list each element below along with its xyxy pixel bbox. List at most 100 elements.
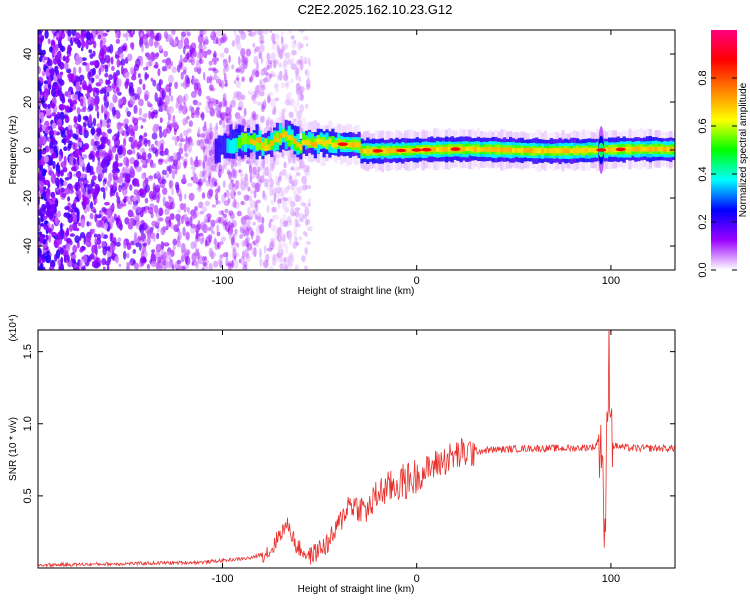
spectrogram-cell xyxy=(177,94,184,105)
spectrogram-cell xyxy=(154,61,159,69)
spectrogram-band-cell xyxy=(275,132,280,141)
spectrogram-cell xyxy=(245,253,250,259)
spectrogram-cell xyxy=(262,259,269,269)
spectrogram-cell xyxy=(203,50,208,59)
spectrogram-cell xyxy=(218,241,224,246)
spectrogram-cell xyxy=(283,161,287,169)
spectrogram-band-cell xyxy=(605,147,609,153)
spectrogram-cell xyxy=(139,57,144,67)
spectrogram-cell xyxy=(267,184,272,191)
spectrogram-band-cell xyxy=(328,139,332,144)
spectrogram-band-cell xyxy=(465,146,469,152)
spectrogram-cell xyxy=(48,234,51,243)
spectrogram-cell xyxy=(190,56,195,66)
spectrogram-cell xyxy=(114,255,120,264)
spectrogram-cell xyxy=(230,164,235,171)
spectrogram-cell xyxy=(142,83,146,91)
spectrogram-band-cell xyxy=(316,139,320,145)
spectrogram-band-cell xyxy=(645,146,650,152)
spectrogram-cell xyxy=(282,220,288,228)
spectrogram-cell xyxy=(183,37,190,48)
spectrogram-cell xyxy=(291,49,297,56)
spectrogram-cell xyxy=(132,117,139,126)
spectrogram-cell xyxy=(263,30,269,35)
spectrogram-band-cell xyxy=(302,133,306,144)
spectrogram-cell xyxy=(253,92,258,98)
spectrogram-cell xyxy=(298,127,305,132)
spectrogram-cell xyxy=(175,184,180,194)
spectrogram-cell xyxy=(259,43,264,53)
spectrogram-cell xyxy=(78,66,82,74)
spectrogram-cell xyxy=(201,192,206,199)
spectrogram-cell xyxy=(90,138,95,147)
spectrogram-cell xyxy=(85,39,89,50)
spectrogram-cell xyxy=(282,59,288,70)
spectrogram-band-cell xyxy=(211,127,215,165)
spectrogram-cell xyxy=(269,241,275,250)
spectrogram-cell xyxy=(288,30,293,34)
spectrogram-cell xyxy=(196,52,201,59)
spectrogram-cell xyxy=(286,230,292,240)
spectrogram-cell xyxy=(246,242,249,248)
spectrogram-cell xyxy=(265,73,272,83)
spectrogram-cell xyxy=(225,258,229,267)
spectrogram-cell xyxy=(50,191,56,199)
spectrogram-cell xyxy=(194,66,198,73)
spectrogram-cell xyxy=(50,261,54,267)
spectrogram-cell xyxy=(120,58,126,66)
spectrogram-cell xyxy=(256,30,261,36)
colorbar: 0.0 0.2 0.4 0.6 0.8 Normalized spectral ampl… xyxy=(697,30,749,278)
spectrogram-cell xyxy=(261,101,267,110)
spectrogram-cell xyxy=(43,220,49,226)
spectrogram-cell xyxy=(163,159,169,164)
spectrogram-cell xyxy=(140,206,147,212)
spectrogram-cell xyxy=(141,164,148,169)
spectrogram-cell xyxy=(195,230,199,240)
spectrogram-cell xyxy=(283,256,287,263)
spectrogram-cell xyxy=(231,64,235,70)
spectrogram-cell xyxy=(211,204,217,208)
spectrogram-cell xyxy=(272,206,278,213)
spectrogram-cell xyxy=(307,57,311,64)
spectrogram-cell xyxy=(290,181,294,191)
spectrogram-cell xyxy=(94,213,98,223)
spectrogram-cell xyxy=(246,30,253,33)
spectrogram-cell xyxy=(293,153,297,159)
spectrogram-band-cell xyxy=(252,133,256,145)
spectrogram-cell xyxy=(269,186,273,197)
spectrogram-cell xyxy=(287,153,293,163)
spectrogram-cell xyxy=(285,246,288,255)
spectrogram-cell xyxy=(249,199,256,209)
spectrogram-cell xyxy=(304,206,310,217)
spectrogram-cell xyxy=(145,206,148,213)
spectrogram-cell xyxy=(241,77,245,83)
spectrogram-cell xyxy=(255,235,261,243)
spectrogram-cell xyxy=(73,115,78,124)
spectrogram-cell xyxy=(157,256,162,264)
spectrogram-band-cell xyxy=(310,136,315,146)
spectrogram-cell xyxy=(177,209,181,213)
spectrogram-cell xyxy=(113,72,117,78)
spectrogram-band-cell xyxy=(203,125,207,182)
spectrogram-cell xyxy=(255,84,262,94)
spectrogram-cell xyxy=(185,232,190,240)
spectrogram-cell xyxy=(300,202,306,206)
spectrogram-cell xyxy=(247,206,251,215)
spectrogram-cell xyxy=(281,44,286,52)
spectrogram-cell xyxy=(231,244,237,249)
spectrogram-band-cell xyxy=(593,148,597,153)
spectrogram-cell xyxy=(132,204,138,211)
spectrogram-cell xyxy=(98,78,104,85)
spectrogram-band-cell xyxy=(581,147,585,153)
spectrogram-band-cell xyxy=(637,146,641,152)
spectrogram-band-cell xyxy=(643,147,647,152)
spectrogram-cell xyxy=(129,184,133,191)
spectrogram-cell xyxy=(115,109,121,120)
spectrogram-cell xyxy=(253,190,257,199)
spectrogram-cell xyxy=(282,43,289,50)
spectrogram-cell xyxy=(256,182,260,193)
spectrogram-cell xyxy=(268,221,272,228)
spectrogram-band-cell xyxy=(570,148,574,154)
spectrogram-cell xyxy=(63,155,67,166)
spectrogram-cell xyxy=(289,98,294,106)
